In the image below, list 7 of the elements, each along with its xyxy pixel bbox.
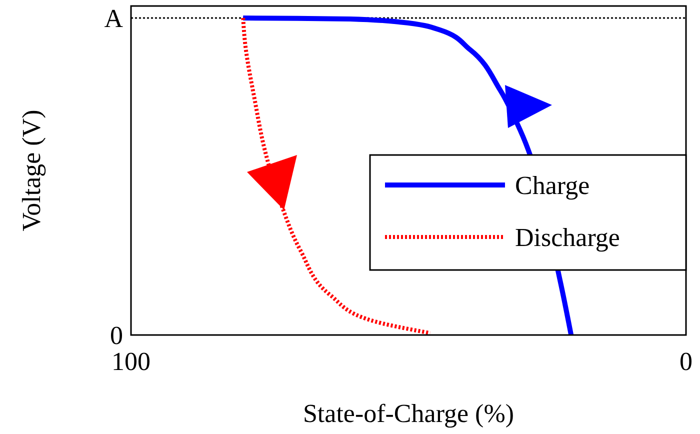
- legend-label: Charge: [515, 171, 590, 200]
- text: 0: [110, 321, 123, 350]
- x-tick-label: 100: [112, 347, 150, 376]
- x-axis-title: State-of-Charge (%): [302, 399, 514, 428]
- legend-label: Discharge: [515, 223, 620, 252]
- y-axis-title: Voltage (V): [17, 110, 46, 232]
- ref-line-label: A: [104, 4, 124, 33]
